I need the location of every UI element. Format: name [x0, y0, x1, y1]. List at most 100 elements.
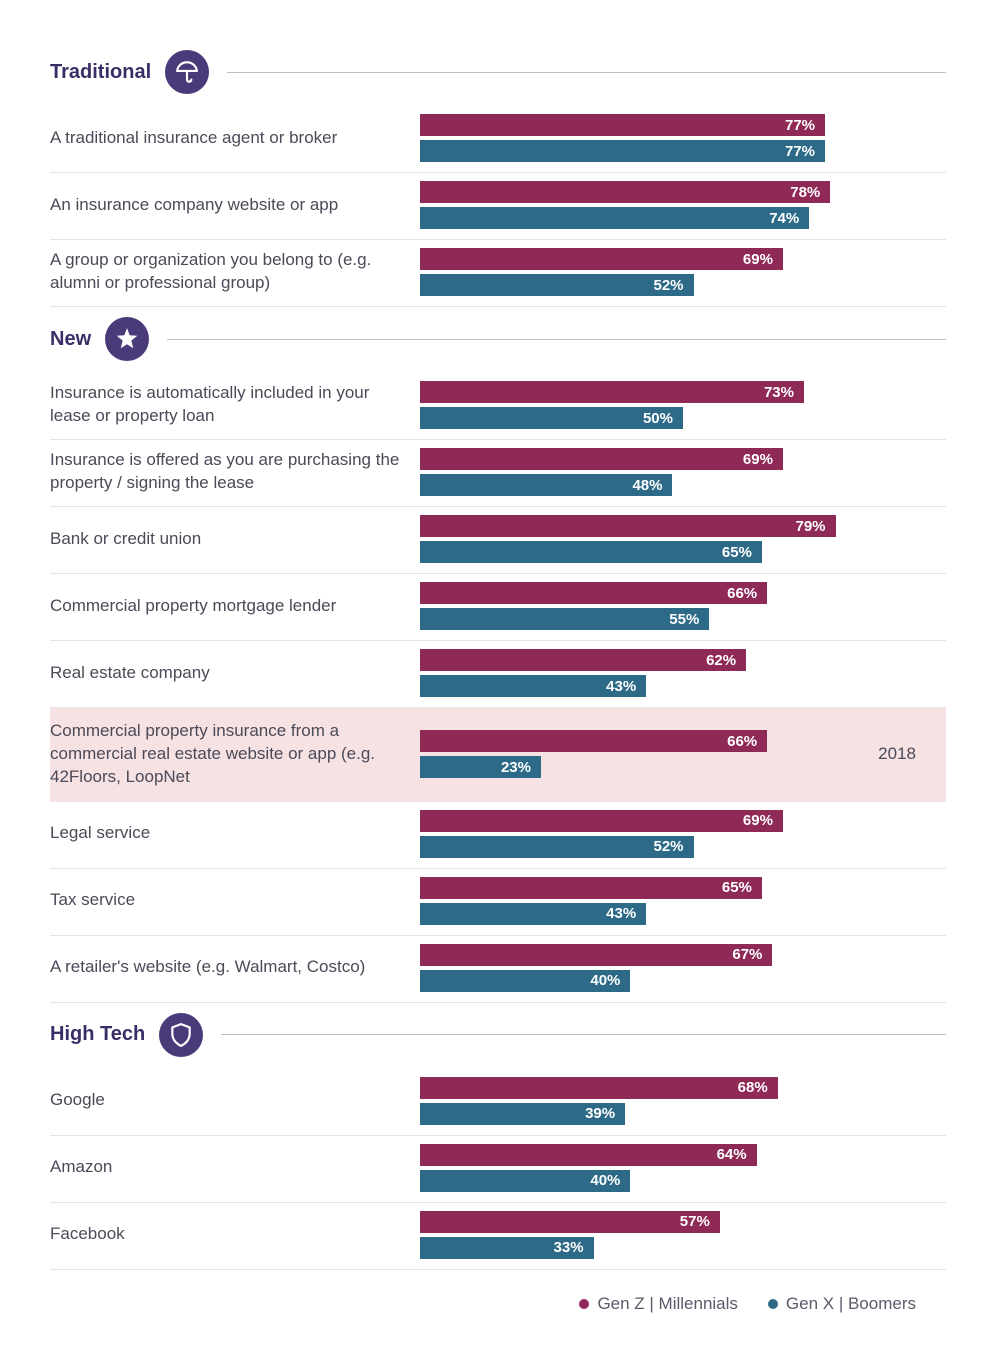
section-rule [167, 339, 946, 340]
bar-wrap: 40% [420, 970, 946, 992]
bar-value: 65% [722, 879, 752, 896]
bar-old: 50% [420, 407, 683, 429]
bar-young: 69% [420, 248, 783, 270]
chart-row: Commercial property insurance from a com… [50, 708, 946, 802]
bar-young: 57% [420, 1211, 720, 1233]
chart-row: Facebook57% 33% [50, 1203, 946, 1270]
bar-wrap: 78% [420, 181, 946, 203]
bar-value: 69% [743, 812, 773, 829]
bar-group: 67% 40% [420, 944, 946, 992]
bar-wrap: 77% [420, 140, 946, 162]
bar-wrap: 55% [420, 608, 946, 630]
bar-value: 74% [769, 210, 799, 227]
chart-row: Legal service69%52% [50, 802, 946, 869]
legend-dot [768, 1299, 778, 1309]
bar-group: 68% 39% [420, 1077, 946, 1125]
bar-old: 40% [420, 1170, 630, 1192]
bar-group: 64%40% [420, 1144, 946, 1192]
bar-old: 43% [420, 903, 646, 925]
bar-old: 48% [420, 474, 672, 496]
bar-wrap: 66% [420, 582, 946, 604]
bar-young: 66% [420, 582, 767, 604]
chart-row: Insurance is offered as you are purchasi… [50, 440, 946, 507]
bar-group: 66% 55% [420, 582, 946, 630]
chart-row: A retailer's website (e.g. Walmart, Cost… [50, 936, 946, 1003]
bar-value: 33% [554, 1239, 584, 1256]
bar-wrap: 68% [420, 1077, 946, 1099]
legend-item: Gen X | Boomers [768, 1294, 916, 1314]
bar-group: 77% 77% [420, 114, 946, 162]
bar-old: 52% [420, 274, 694, 296]
bar-wrap: 66% [420, 730, 946, 752]
bar-wrap: 62% [420, 649, 946, 671]
bar-young: 73% [420, 381, 804, 403]
bar-value: 77% [785, 143, 815, 160]
bar-old: 65% [420, 541, 762, 563]
row-label: A retailer's website (e.g. Walmart, Cost… [50, 956, 420, 979]
bar-value: 66% [727, 585, 757, 602]
bar-value: 23% [501, 759, 531, 776]
bar-wrap: 77% [420, 114, 946, 136]
legend-item: Gen Z | Millennials [579, 1294, 737, 1314]
bar-group: 65% 43% [420, 877, 946, 925]
bar-wrap: 39% [420, 1103, 946, 1125]
bar-group: 62% 43% [420, 649, 946, 697]
bar-value: 55% [669, 611, 699, 628]
chart-row: Amazon64%40% [50, 1136, 946, 1203]
bar-young: 78% [420, 181, 830, 203]
bar-old: 43% [420, 675, 646, 697]
bar-value: 40% [590, 1172, 620, 1189]
row-label: Real estate company [50, 662, 420, 685]
section-header: New [50, 317, 946, 361]
bar-group: 66% 23% [420, 730, 946, 778]
bar-group: 78% 74% [420, 181, 946, 229]
row-label: Tax service [50, 889, 420, 912]
bar-group: 69% 52% [420, 248, 946, 296]
bar-value: 40% [590, 972, 620, 989]
section-header: Traditional [50, 50, 946, 94]
chart-container: Traditional A traditional insurance agent… [50, 50, 946, 1314]
bar-value: 73% [764, 384, 794, 401]
row-label: Insurance is offered as you are purchasi… [50, 449, 420, 495]
bar-wrap: 52% [420, 274, 946, 296]
chart-row: A traditional insurance agent or broker7… [50, 106, 946, 173]
chart-row: Real estate company 62% 43% [50, 641, 946, 708]
chart-row: An insurance company website or app78%74… [50, 173, 946, 240]
bar-young: 69% [420, 810, 783, 832]
bar-value: 77% [785, 117, 815, 134]
bar-value: 62% [706, 652, 736, 669]
bar-wrap: 40% [420, 1170, 946, 1192]
bar-wrap: 69% [420, 810, 946, 832]
bar-value: 67% [732, 946, 762, 963]
chart-row: A group or organization you belong to (e… [50, 240, 946, 307]
bar-value: 68% [738, 1079, 768, 1096]
bar-old: 23% [420, 756, 541, 778]
bar-group: 69%48% [420, 448, 946, 496]
bar-value: 69% [743, 251, 773, 268]
row-label: A group or organization you belong to (e… [50, 249, 420, 295]
row-label: Legal service [50, 822, 420, 845]
row-label: Bank or credit union [50, 528, 420, 551]
bar-young: 62% [420, 649, 746, 671]
row-label: Facebook [50, 1223, 420, 1246]
row-label: Commercial property insurance from a com… [50, 720, 420, 789]
bar-wrap: 50% [420, 407, 946, 429]
bar-value: 65% [722, 544, 752, 561]
legend: Gen Z | Millennials Gen X | Boomers [50, 1294, 946, 1314]
chart-row: Insurance is automatically included in y… [50, 373, 946, 440]
bar-young: 67% [420, 944, 772, 966]
bar-value: 78% [790, 184, 820, 201]
bar-wrap: 43% [420, 903, 946, 925]
bar-value: 43% [606, 678, 636, 695]
bar-value: 39% [585, 1105, 615, 1122]
bar-value: 66% [727, 733, 757, 750]
bar-value: 79% [796, 518, 826, 535]
section-rule [227, 72, 946, 73]
bar-old: 74% [420, 207, 809, 229]
chart-row: Commercial property mortgage lender66%55… [50, 574, 946, 641]
bar-wrap: 64% [420, 1144, 946, 1166]
bar-wrap: 67% [420, 944, 946, 966]
bar-group: 73% 50% [420, 381, 946, 429]
row-label: A traditional insurance agent or broker [50, 127, 420, 150]
bar-wrap: 65% [420, 877, 946, 899]
